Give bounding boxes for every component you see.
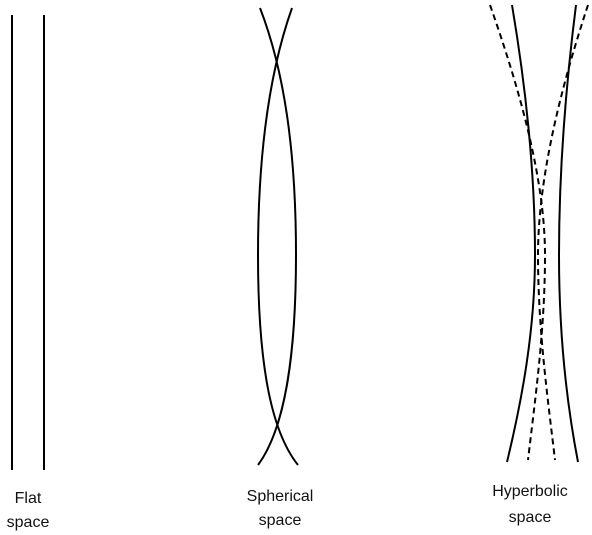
panel-label: space [509,509,552,526]
geodesic [257,7,298,466]
panel-label: space [259,512,302,529]
geodesic [557,4,579,463]
dashed-geodesic [536,4,589,461]
flat-panel: Flat space [7,15,50,531]
panel-label: Flat [15,490,42,507]
panel-label: Hyperbolic [492,483,568,500]
panel-label: Spherical [247,488,314,505]
geodesic [256,7,299,466]
hyperbolic-panel: Hyperbolic space [489,4,589,526]
panel-label: space [7,514,50,531]
geodesic [506,4,537,463]
dashed-geodesic [489,4,547,461]
spherical-panel: Spherical space [247,7,314,529]
